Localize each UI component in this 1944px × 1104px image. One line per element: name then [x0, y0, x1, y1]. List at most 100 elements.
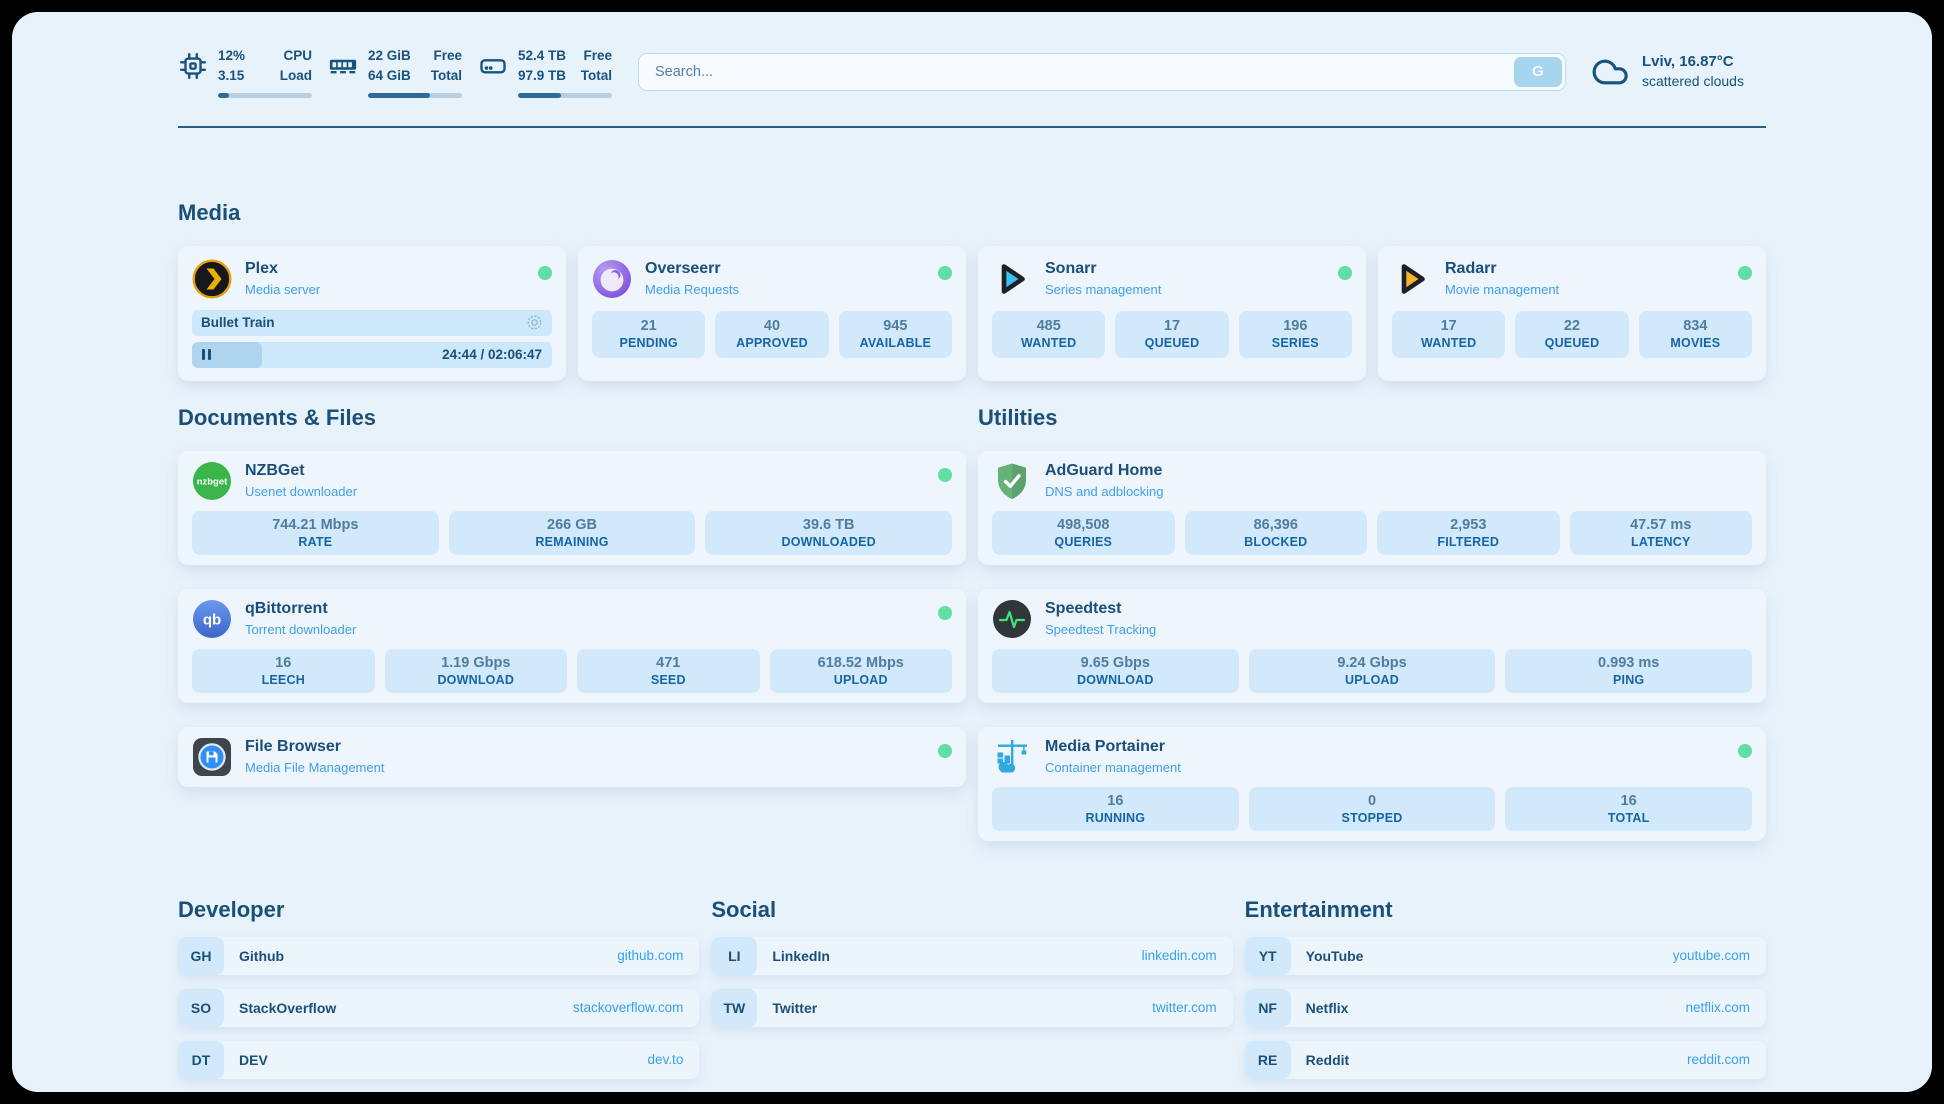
stat-label: STOPPED — [1341, 810, 1403, 825]
service-card-adguard[interactable]: AdGuard Home DNS and adblocking 498,508 … — [978, 450, 1766, 565]
section-title-documents: Documents & Files — [178, 404, 377, 430]
stat-value: 1.19 Gbps — [441, 654, 511, 671]
service-description: Usenet downloader — [245, 483, 358, 499]
link-url: linkedin.com — [1141, 948, 1217, 963]
stat-label: REMAINING — [535, 534, 609, 549]
stat-value: 0 — [1367, 792, 1377, 809]
memory-stat-widget: 22 GiB 64 GiB Free Total — [328, 46, 462, 98]
stat-label: RUNNING — [1085, 810, 1146, 825]
link-name: Github — [239, 947, 285, 964]
service-card-plex[interactable]: Plex Media server Bullet Train — [178, 245, 566, 381]
stat-box: 744.21 Mbps RATE — [192, 510, 439, 555]
service-description: Torrent downloader — [245, 621, 357, 637]
service-card-nzbget[interactable]: nzbget NZBGet Usenet downloader 744.21 M… — [178, 450, 966, 565]
stat-label: DOWNLOAD — [437, 672, 515, 687]
stat-label: DOWNLOADED — [781, 534, 876, 549]
header-bar: 12% 3.15 CPU Load — [178, 12, 1766, 98]
service-description: Container management — [1045, 759, 1181, 775]
stat-value: 17 — [1163, 318, 1181, 334]
search-engine-button[interactable]: G — [1514, 56, 1562, 87]
status-dot — [1738, 743, 1752, 758]
svg-text:nzbget: nzbget — [197, 476, 228, 487]
service-description: Movie management — [1445, 281, 1560, 297]
service-card-portainer[interactable]: Media Portainer Container management 16 … — [978, 726, 1766, 841]
link-abbr-badge: LI — [711, 936, 758, 975]
service-card-radarr[interactable]: Radarr Movie management 17 WANTED 22 QUE… — [1378, 245, 1766, 381]
stat-label: WANTED — [1420, 336, 1477, 350]
link-abbr-badge: DT — [178, 1040, 224, 1079]
service-card-filebrowser[interactable]: File Browser Media File Management — [178, 726, 966, 787]
nzbget-icon: nzbget — [192, 461, 232, 501]
memory-free-label: Free — [433, 48, 462, 63]
link-abbr-badge: TW — [711, 988, 758, 1027]
link-url: youtube.com — [1672, 948, 1750, 963]
service-card-overseerr[interactable]: Overseerr Media Requests 21 PENDING 40 A… — [578, 245, 966, 381]
stat-box: 1.19 Gbps DOWNLOAD — [384, 648, 567, 693]
link-stackoverflow[interactable]: SO StackOverflow stackoverflow.com — [178, 988, 700, 1027]
service-name: NZBGet — [245, 461, 305, 479]
stat-label: AVAILABLE — [859, 336, 932, 350]
link-abbr-badge: RE — [1244, 1040, 1291, 1079]
link-youtube[interactable]: YT YouTube youtube.com — [1244, 936, 1766, 975]
service-name: AdGuard Home — [1045, 461, 1163, 479]
stat-value: 9.24 Gbps — [1337, 654, 1407, 671]
header-divider — [178, 125, 1766, 128]
weather-condition: scattered clouds — [1642, 73, 1744, 90]
link-twitter[interactable]: TW Twitter twitter.com — [711, 988, 1233, 1027]
stat-label: SEED — [650, 672, 686, 687]
service-card-qbittorrent[interactable]: qb qBittorrent Torrent downloader 16 LEE… — [178, 588, 966, 703]
stat-box: 39.6 TB DOWNLOADED — [705, 510, 953, 555]
overseerr-icon — [592, 259, 632, 299]
service-name: Media Portainer — [1045, 737, 1166, 755]
service-name: Plex — [245, 259, 278, 277]
link-name: DEV — [239, 1051, 268, 1068]
link-dev[interactable]: DT DEV dev.to — [178, 1040, 700, 1079]
stat-label: MOVIES — [1670, 336, 1721, 350]
system-stats: 12% 3.15 CPU Load — [178, 46, 612, 98]
stat-value: 485 — [1036, 318, 1061, 334]
stat-box: 40 APPROVED — [715, 310, 829, 358]
playback-time: 24:44 / 02:06:47 — [442, 347, 542, 362]
stat-value: 266 GB — [547, 516, 597, 533]
stat-value: 2,953 — [1450, 516, 1487, 533]
stat-label: FILTERED — [1437, 534, 1500, 549]
stat-label: RATE — [298, 534, 333, 549]
search-input[interactable] — [638, 52, 1566, 91]
cloud-icon — [1590, 52, 1630, 92]
service-description: Media Requests — [645, 281, 739, 297]
stat-box: 2,953 FILTERED — [1377, 510, 1560, 555]
cpu-label: CPU — [283, 48, 312, 63]
now-playing-bar: Bullet Train — [192, 309, 552, 336]
memory-total-label: Total — [430, 68, 462, 84]
service-description: Series management — [1045, 281, 1162, 297]
svg-text:qb: qb — [203, 611, 221, 628]
stat-value: 16 — [275, 654, 292, 671]
stat-label: UPLOAD — [1345, 672, 1399, 687]
stat-box: 196 SERIES — [1238, 310, 1352, 358]
link-url: netflix.com — [1685, 1000, 1750, 1015]
link-reddit[interactable]: RE Reddit reddit.com — [1244, 1040, 1766, 1079]
filebrowser-icon — [192, 737, 232, 777]
service-card-sonarr[interactable]: Sonarr Series management 485 WANTED 17 Q… — [978, 245, 1366, 381]
status-dot — [938, 605, 952, 620]
service-name: Overseerr — [645, 259, 721, 277]
stat-value: 16 — [1620, 792, 1637, 809]
stat-label: QUEUED — [1144, 336, 1200, 350]
service-name: Speedtest — [1045, 599, 1122, 617]
pause-icon — [202, 349, 212, 360]
link-netflix[interactable]: NF Netflix netflix.com — [1244, 988, 1766, 1027]
link-linkedin[interactable]: LI LinkedIn linkedin.com — [711, 936, 1233, 975]
memory-total-value: 64 GiB — [368, 68, 411, 84]
cpu-load-label: Load — [279, 68, 312, 84]
speedtest-icon — [992, 599, 1032, 639]
service-name: File Browser — [245, 737, 342, 755]
link-github[interactable]: GH Github github.com — [178, 936, 700, 975]
stat-value: 744.21 Mbps — [272, 516, 359, 533]
service-card-speedtest[interactable]: Speedtest Speedtest Tracking 9.65 Gbps D… — [978, 588, 1766, 703]
stat-box: 618.52 Mbps UPLOAD — [769, 648, 952, 693]
service-description: Media server — [245, 281, 321, 297]
stat-box: 498,508 QUERIES — [992, 510, 1175, 555]
stat-box: 16 RUNNING — [992, 786, 1239, 831]
sonarr-icon — [992, 259, 1032, 299]
stat-value: 834 — [1683, 318, 1708, 334]
